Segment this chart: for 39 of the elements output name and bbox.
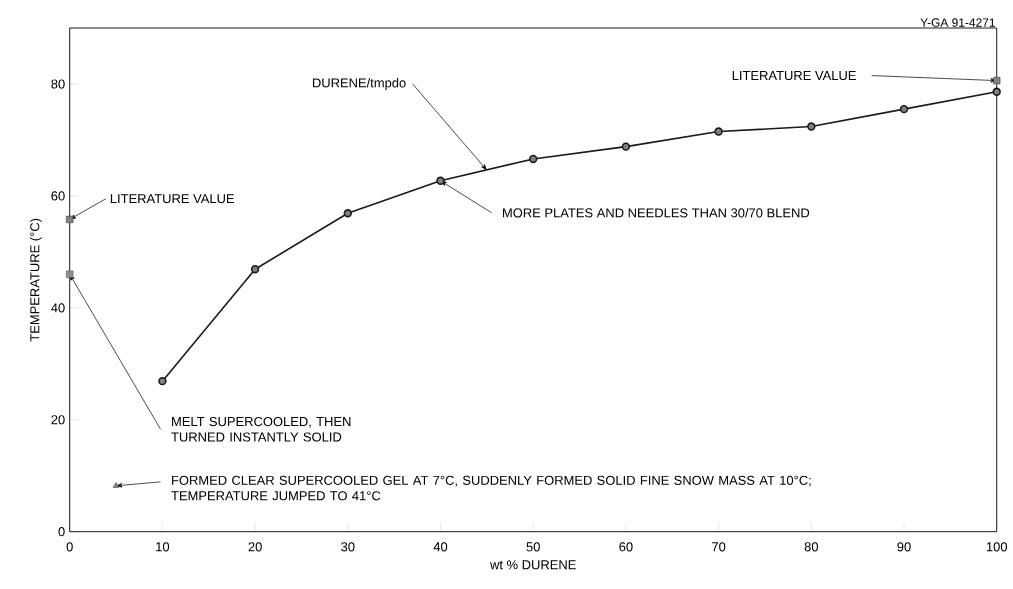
- point: [250, 265, 260, 274]
- point: [436, 176, 445, 185]
- point: [807, 122, 816, 131]
- annotation: DURENE/tmpdo: [312, 77, 406, 91]
- y-tick-label: 60: [51, 191, 65, 201]
- annotation: MELT SUPERCOOLED, THEN TURNED INSTANTLY SOLID: [171, 416, 351, 442]
- annotation: LITERATURE VALUE: [110, 194, 235, 204]
- x-tick-label: 20: [248, 542, 262, 552]
- x-tick-label: 30: [341, 542, 355, 552]
- x-tick-label: 100: [986, 542, 1008, 552]
- point: [993, 77, 1001, 85]
- point: [992, 87, 1001, 97]
- x-axis-title: wt % DURENE: [490, 560, 576, 570]
- x-tick-label: 0: [66, 542, 73, 552]
- y-tick-label: 20: [51, 415, 65, 425]
- x-tick-label: 80: [804, 542, 819, 552]
- x-tick-label: 60: [619, 542, 633, 552]
- point: [621, 142, 631, 151]
- x-tick-label: 40: [433, 542, 448, 552]
- point: [158, 376, 167, 386]
- x-tick-label: 70: [712, 542, 726, 552]
- y-tick-label: 40: [51, 303, 65, 313]
- annotation: LITERATURE VALUE: [732, 71, 856, 81]
- x-tick-label: 50: [526, 542, 540, 552]
- annotation: MORE PLATES AND NEEDLES THAN 30/70 BLEND: [503, 207, 810, 218]
- x-tick-label: 10: [156, 542, 170, 552]
- point: [714, 127, 723, 136]
- point: [529, 154, 538, 164]
- text: Y-GA 91-4271: [920, 18, 995, 27]
- point: [112, 482, 120, 488]
- y-axis-title: TEMPERATURE (°C): [29, 218, 42, 342]
- y-tick-label: 0: [58, 527, 65, 537]
- point: [66, 270, 74, 278]
- x-tick-label: 90: [897, 542, 911, 552]
- point: [66, 215, 74, 224]
- point: [899, 104, 909, 114]
- annotation: FORMED CLEAR SUPERCOOLED GEL AT 7°C, SUDDENLY FORMED SOLID FINE SNOW MASS AT 10°C; TEMPERATURE JUMPED TO 41°C: [171, 475, 811, 501]
- point: [343, 209, 352, 218]
- y-tick-label: 80: [51, 79, 65, 89]
